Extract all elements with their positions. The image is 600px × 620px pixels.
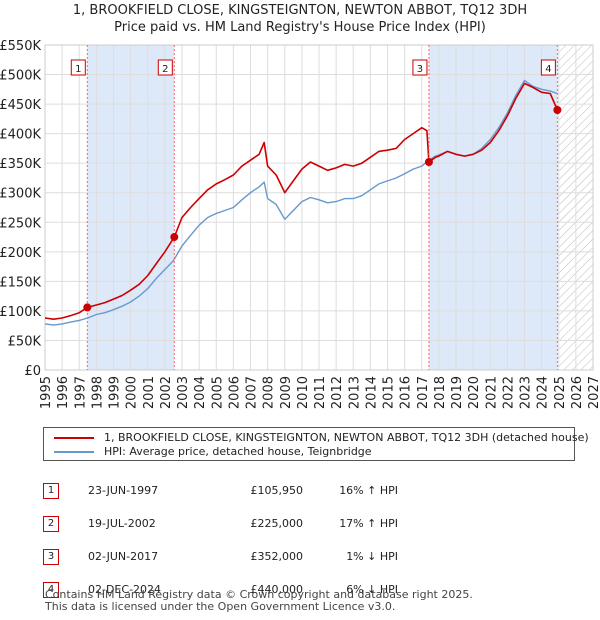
y-tick-label: £200K [0, 246, 41, 261]
x-tick-label: 1995 [39, 376, 54, 409]
x-tick-label: 2007 [245, 376, 260, 409]
sale-number-badge: 2 [43, 515, 59, 532]
x-tick-label: 2014 [364, 376, 379, 409]
sale-point [424, 158, 433, 166]
footer: Contains HM Land Registry data © Crown c… [45, 589, 473, 613]
sale-date: 19-JUL-2002 [88, 517, 156, 530]
sale-price: £105,950 [250, 484, 304, 497]
price-swatch [54, 437, 94, 439]
x-tick-label: 2022 [501, 376, 516, 409]
x-tick-label: 2019 [450, 376, 465, 409]
x-tick-label: 1996 [56, 376, 71, 409]
sale-label: 4 [545, 64, 551, 75]
sale-hpi-diff: 17% ↑ HPI [339, 517, 398, 530]
sale-hpi-diff: 1% ↓ HPI [346, 550, 398, 563]
y-tick-label: £550K [0, 39, 41, 54]
sale-number-badge: 3 [43, 548, 59, 565]
legend-price-label: 1, BROOKFIELD CLOSE, KINGSTEIGNTON, NEWT… [104, 431, 589, 444]
sale-label-box [70, 59, 86, 76]
chart-title-line1: 1, BROOKFIELD CLOSE, KINGSTEIGNTON, NEWT… [72, 3, 528, 18]
legend-hpi-label: HPI: Average price, detached house, Teig… [104, 445, 372, 458]
x-tick-label: 2000 [125, 376, 140, 409]
ownership-shade [428, 45, 558, 370]
y-tick-label: £400K [0, 128, 41, 143]
x-tick-label: 2008 [262, 376, 277, 409]
x-tick-label: 2026 [570, 376, 585, 409]
y-tick-label: £100K [0, 305, 41, 320]
y-tick-label: £0 [24, 364, 41, 379]
y-tick-label: £300K [0, 187, 41, 202]
x-tick-label: 2017 [416, 376, 431, 409]
price-chart: £0 £50K £100K £150K £200K £250K £300K £350K £400… [0, 39, 600, 409]
price-paid-line [44, 82, 559, 320]
x-tick-label: 2027 [587, 376, 600, 409]
sale-number-badge: 4 [43, 581, 59, 598]
sale-point [553, 106, 562, 114]
legend: 1, BROOKFIELD CLOSE, KINGSTEIGNTON, NEWT… [43, 427, 589, 461]
x-tick-label: 2025 [553, 376, 568, 409]
y-tick-label: £500K [0, 69, 41, 84]
table-row: 4 02-DEC-2024 £440,000 6% ↓ HPI [43, 573, 398, 606]
sale-label-box [412, 59, 428, 76]
footer-line1: Contains HM Land Registry data © Crown c… [45, 588, 473, 601]
x-tick-label: 1998 [90, 376, 105, 409]
x-tick-label: 2011 [313, 376, 328, 409]
sale-number-badge: 1 [43, 482, 59, 499]
x-tick-label: 2002 [159, 376, 174, 409]
x-tick-label: 2004 [193, 376, 208, 409]
plot-frame [44, 44, 594, 371]
y-tick-label: £350K [0, 157, 41, 172]
x-tick-label: 1999 [108, 376, 123, 409]
x-tick-label: 2018 [433, 376, 448, 409]
y-tick-label: £450K [0, 98, 41, 113]
table-row: 2 19-JUL-2002 £225,000 17% ↑ HPI [43, 507, 398, 540]
x-tick-label: 2013 [347, 376, 362, 409]
table-row: 1 23-JUN-1997 £105,950 16% ↑ HPI [43, 474, 398, 507]
sale-label-box [157, 59, 173, 76]
x-tick-label: 2020 [467, 376, 482, 409]
sale-point [83, 303, 92, 312]
sale-label-box [540, 59, 556, 76]
x-tick-label: 2024 [536, 376, 551, 409]
x-tick-label: 2005 [210, 376, 225, 409]
x-tick-label: 2010 [296, 376, 311, 409]
footer-line2: This data is licensed under the Open Gov… [45, 600, 396, 613]
x-tick-label: 2009 [279, 376, 294, 409]
sale-price: £352,000 [250, 550, 304, 563]
legend-item-hpi: HPI: Average price, detached house, Teig… [54, 445, 372, 459]
x-tick-label: 2006 [227, 376, 242, 409]
sale-price: £440,000 [250, 583, 304, 596]
sale-price: £225,000 [250, 517, 304, 530]
sale-hpi-diff: 16% ↑ HPI [339, 484, 398, 497]
sale-date: 23-JUN-1997 [88, 484, 159, 497]
x-tick-label: 2003 [176, 376, 191, 409]
hpi-swatch [54, 451, 94, 453]
x-tick-label: 1997 [73, 376, 88, 409]
sales-table: 1 23-JUN-1997 £105,950 16% ↑ HPI 2 19-JU… [43, 474, 398, 606]
x-tick-label: 2016 [399, 376, 414, 409]
sale-label: 3 [417, 64, 423, 75]
x-tick-label: 2021 [484, 376, 499, 409]
sale-point [170, 233, 179, 242]
x-tick-label: 2015 [382, 376, 397, 409]
sale-date: 02-DEC-2024 [88, 583, 162, 596]
sale-date: 02-JUN-2017 [88, 550, 159, 563]
chart-title-line2: Price paid vs. HM Land Registry's House … [114, 20, 486, 35]
y-tick-label: £50K [8, 334, 42, 349]
sale-label: 1 [75, 64, 81, 75]
x-tick-label: 2023 [519, 376, 534, 409]
x-tick-label: 2001 [142, 376, 157, 409]
sale-hpi-diff: 6% ↓ HPI [346, 583, 398, 596]
y-tick-label: £150K [0, 275, 41, 290]
y-tick-label: £250K [0, 216, 41, 231]
x-tick-label: 2012 [330, 376, 345, 409]
chart-title: 1, BROOKFIELD CLOSE, KINGSTEIGNTON, NEWT… [0, 2, 600, 36]
legend-item-price: 1, BROOKFIELD CLOSE, KINGSTEIGNTON, NEWT… [54, 431, 589, 445]
table-row: 3 02-JUN-2017 £352,000 1% ↓ HPI [43, 540, 398, 573]
sale-label: 2 [162, 64, 168, 75]
